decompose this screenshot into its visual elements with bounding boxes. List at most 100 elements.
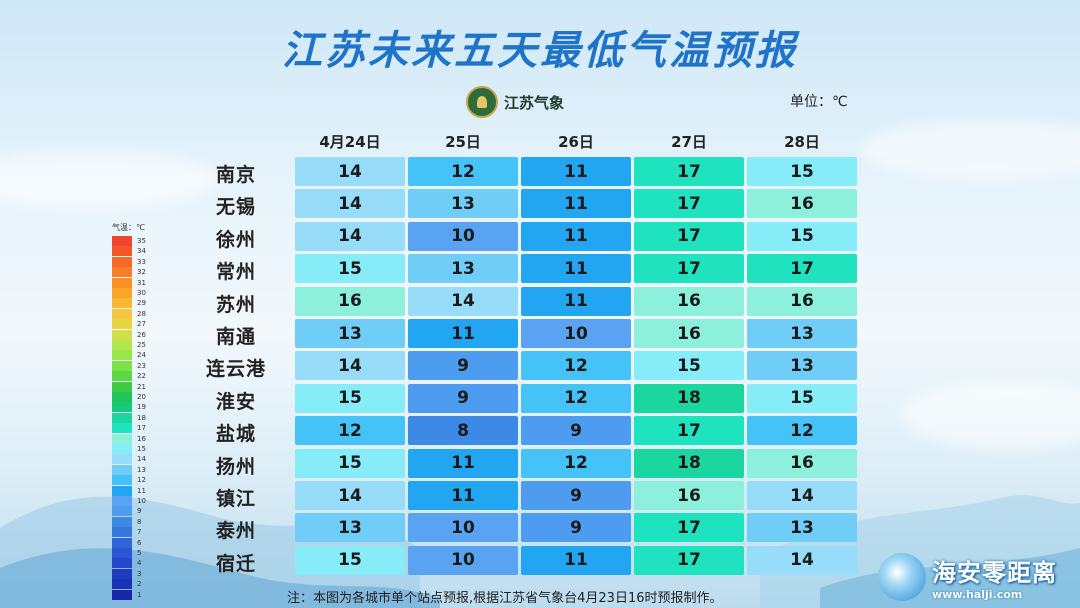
temperature-cell: 8 [408, 416, 518, 446]
mountain-decoration [0, 495, 1080, 608]
legend-swatch [112, 329, 132, 340]
legend-label: 2 [137, 580, 142, 589]
legend-swatch [112, 350, 132, 361]
temperature-cell: 15 [747, 221, 857, 251]
weather-bureau-emblem-icon [466, 86, 498, 118]
legend-swatch [112, 381, 132, 392]
date-header: 26日 [558, 133, 594, 151]
legend-swatch [112, 454, 132, 465]
legend-swatch [112, 579, 132, 590]
temperature-cell: 15 [747, 383, 857, 413]
city-name: 镇江 [215, 488, 256, 510]
temperature-cell: 17 [634, 545, 744, 575]
legend-swatch [112, 444, 132, 454]
temperature-cell: 11 [408, 481, 518, 510]
temperature-cell: 11 [408, 448, 518, 478]
legend-swatch [112, 475, 132, 486]
legend-title: 气温：℃ [112, 223, 145, 232]
city-name: 淮安 [215, 390, 256, 413]
temperature-cell: 13 [295, 513, 405, 543]
legend-label: 11 [137, 486, 146, 495]
legend-label: 16 [137, 434, 146, 443]
temperature-cell: 14 [295, 157, 405, 186]
temperature-cell: 16 [634, 319, 744, 348]
temperature-cell: 14 [295, 221, 405, 251]
legend-label: 7 [137, 528, 142, 537]
temperature-cell: 15 [295, 383, 405, 413]
temperature-cell: 10 [408, 545, 518, 575]
legend-swatch [112, 558, 132, 569]
legend-swatch [112, 402, 132, 413]
legend-label: 12 [137, 476, 146, 485]
temperature-cell: 13 [408, 254, 518, 284]
city-name: 无锡 [215, 196, 256, 219]
temperature-cell: 12 [408, 157, 518, 186]
cloud-decoration [900, 380, 1080, 450]
temperature-cell: 17 [634, 254, 744, 284]
page-title: 江苏未来五天最低气温预报 [282, 28, 798, 74]
temperature-cell: 10 [521, 319, 631, 348]
legend-swatch [112, 236, 132, 246]
legend-swatch [112, 485, 132, 496]
legend-label: 28 [137, 309, 146, 318]
legend-label: 4 [137, 559, 142, 568]
temperature-cell: 14 [408, 286, 518, 316]
temperature-cell: 11 [521, 189, 631, 219]
temperature-cell: 17 [634, 513, 744, 543]
cloud-decoration [860, 120, 1080, 180]
temperature-cell: 13 [408, 189, 518, 219]
legend-swatch [112, 256, 132, 267]
legend-swatch [112, 360, 132, 371]
legend-label: 6 [137, 538, 142, 547]
temperature-cell: 13 [747, 319, 857, 348]
legend-swatch [112, 412, 132, 423]
legend-swatch [112, 308, 132, 319]
city-name: 连云港 [205, 358, 266, 381]
temperature-cell: 13 [747, 351, 857, 381]
temperature-cell: 11 [521, 221, 631, 251]
logo-text: 江苏气象 [504, 93, 565, 112]
legend-label: 13 [137, 465, 146, 474]
legend-swatch [112, 298, 132, 309]
legend-swatch [112, 423, 132, 434]
legend-swatch [112, 288, 132, 298]
legend-swatch [112, 537, 132, 548]
temperature-cell: 16 [634, 481, 744, 510]
temperature-cell: 11 [408, 319, 518, 348]
temperature-cell: 12 [521, 448, 631, 478]
temperature-cell: 16 [747, 189, 857, 219]
temperature-cell: 15 [747, 157, 857, 186]
watermark-name: 海安零距离 [932, 559, 1057, 587]
temperature-cell: 9 [521, 481, 631, 510]
legend-label: 18 [137, 413, 146, 422]
legend-label: 25 [137, 341, 146, 349]
temperature-cell: 16 [634, 286, 744, 316]
legend-swatch [112, 516, 132, 527]
temperature-cell: 14 [295, 351, 405, 381]
temperature-cell: 14 [295, 481, 405, 510]
city-name: 南通 [215, 326, 256, 348]
temperature-cell: 10 [408, 221, 518, 251]
legend-label: 1 [137, 590, 142, 599]
legend-label: 9 [137, 507, 142, 516]
temperature-cell: 14 [747, 481, 857, 510]
temperature-cell: 17 [634, 157, 744, 186]
temperature-cell: 11 [521, 545, 631, 575]
unit-label: 单位：℃ [790, 94, 848, 110]
legend-label: 30 [137, 289, 146, 297]
legend-swatch [112, 527, 132, 538]
watermark-logo-icon [878, 553, 926, 601]
legend-label: 35 [137, 237, 146, 245]
legend-label: 31 [137, 278, 146, 287]
legend-label: 24 [137, 351, 146, 360]
temperature-cell: 15 [295, 254, 405, 284]
temperature-cell: 14 [747, 545, 857, 575]
legend-swatch [112, 496, 132, 506]
temperature-cell: 12 [521, 383, 631, 413]
temperature-cell: 15 [634, 351, 744, 381]
legend-swatch [112, 277, 132, 288]
legend-swatch [112, 589, 132, 600]
city-name: 常州 [215, 261, 256, 284]
legend-label: 19 [137, 403, 146, 412]
legend-swatch [112, 371, 132, 382]
